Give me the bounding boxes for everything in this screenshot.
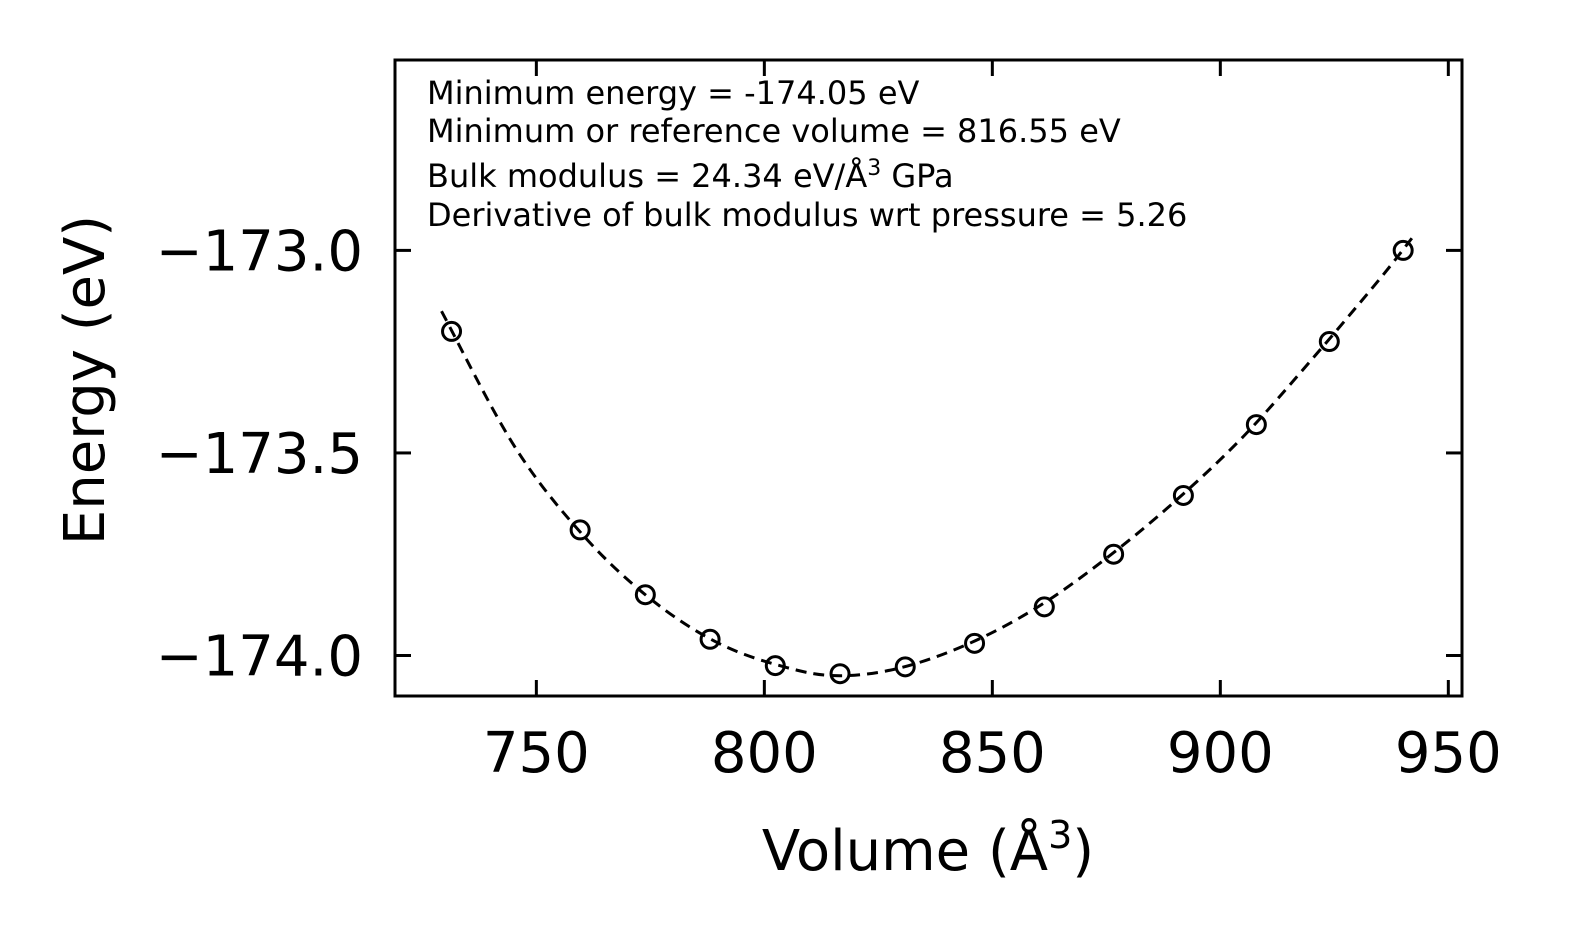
plot-frame xyxy=(393,58,1464,698)
annotation-min-volume: Minimum or reference volume = 816.55 eV xyxy=(427,112,1121,150)
x-tick-label: 750 xyxy=(483,721,590,786)
data-series xyxy=(440,237,1414,685)
annotation-bulk-modulus-superscript: 3 xyxy=(867,156,881,181)
annotation-min-energy: Minimum energy = -174.05 eV xyxy=(427,74,920,112)
fit-curve-line xyxy=(440,237,1414,678)
data-point xyxy=(1318,331,1340,353)
data-point xyxy=(699,628,721,650)
x-axis-label: Volume (Å3) xyxy=(762,813,1094,884)
data-point xyxy=(964,632,986,654)
y-tick-label: −173.5 xyxy=(156,422,363,487)
data-point xyxy=(1245,414,1267,436)
data-point xyxy=(441,320,463,342)
annotation-box: Minimum energy = -174.05 eV Minimum or r… xyxy=(427,74,1187,234)
x-tick-label: 850 xyxy=(939,721,1046,786)
data-point xyxy=(634,584,656,606)
axis-ticks xyxy=(395,60,1462,696)
data-point xyxy=(569,519,591,541)
x-axis-label-main: Volume (Å xyxy=(762,818,1048,884)
data-point xyxy=(1172,484,1194,506)
y-axis-label: Energy (eV) xyxy=(53,215,118,545)
data-point xyxy=(894,656,916,678)
x-axis-label-superscript: 3 xyxy=(1048,813,1072,857)
data-point xyxy=(1103,543,1125,565)
annotation-bulk-modulus: Bulk modulus = 24.34 eV/Å3 GPa xyxy=(427,156,954,195)
tick-labels: 750 800 850 900 950 −174.0 −173.5 −173.0 xyxy=(156,219,1502,786)
x-tick-label: 950 xyxy=(1395,721,1502,786)
x-tick-label: 900 xyxy=(1167,721,1274,786)
annotation-bulk-modulus-main: Bulk modulus = 24.34 eV/Å xyxy=(427,157,867,195)
data-point xyxy=(764,655,786,677)
data-point xyxy=(829,663,851,685)
y-tick-label: −174.0 xyxy=(156,624,363,689)
annotation-bulk-derivative: Derivative of bulk modulus wrt pressure … xyxy=(427,196,1187,234)
annotation-bulk-modulus-unit: GPa xyxy=(881,157,953,195)
x-tick-label: 800 xyxy=(711,721,818,786)
y-tick-label: −173.0 xyxy=(156,219,363,284)
data-point xyxy=(1392,239,1414,261)
data-point xyxy=(1033,596,1055,618)
x-axis-label-close: ) xyxy=(1072,819,1094,884)
